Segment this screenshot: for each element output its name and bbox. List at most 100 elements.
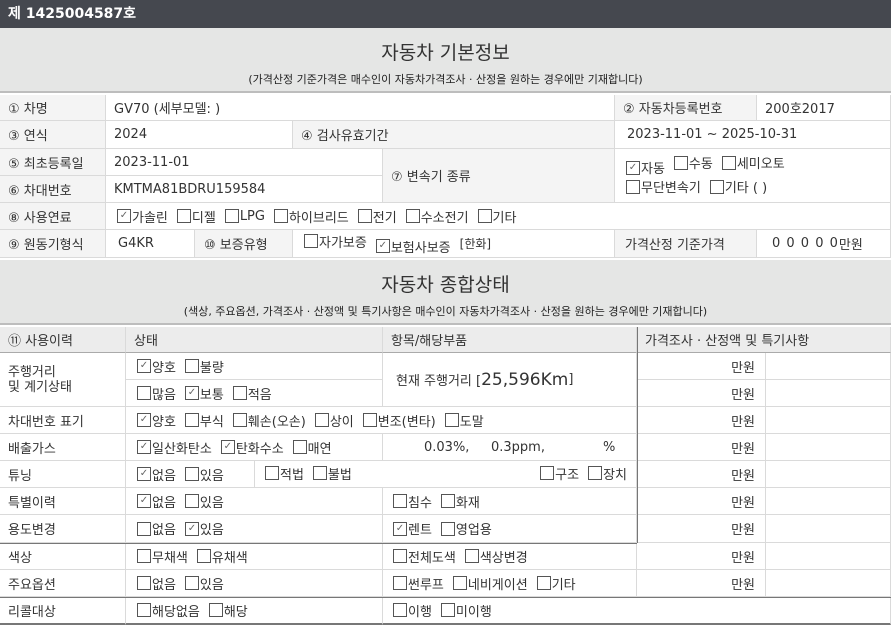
notes-cell[interactable] [766, 515, 891, 543]
checkbox-option[interactable]: ✓ 일산화탄소 [137, 438, 212, 457]
checkbox-icon[interactable] [721, 155, 736, 170]
checkbox-icon[interactable] [232, 413, 247, 427]
checkbox-option[interactable]: 장치 [588, 464, 627, 483]
checkbox-icon[interactable] [709, 179, 724, 194]
checked-checkbox-icon[interactable]: ✓ [137, 359, 151, 373]
checkbox-option[interactable]: 미이행 [440, 601, 492, 620]
checkbox-icon[interactable] [477, 209, 492, 223]
checkbox-option[interactable]: ✓ 보험사보증 [375, 237, 451, 256]
checkbox-icon[interactable] [137, 603, 151, 617]
checked-checkbox-icon[interactable]: ✓ [117, 209, 131, 223]
checkbox-icon[interactable] [405, 209, 420, 223]
checkbox-icon[interactable] [357, 209, 372, 223]
checkbox-option[interactable]: 적음 [232, 384, 272, 403]
checkbox-option[interactable]: 기타 ( ) [709, 177, 767, 196]
notes-cell[interactable] [766, 570, 891, 597]
checked-checkbox-icon[interactable]: ✓ [137, 494, 151, 508]
checkbox-option[interactable]: 상이 [314, 411, 354, 430]
notes-cell[interactable] [766, 543, 891, 570]
checkbox-option[interactable]: 수동 [673, 153, 713, 172]
notes-cell[interactable] [766, 353, 891, 380]
checkbox-option[interactable]: 부식 [184, 411, 224, 430]
notes-cell[interactable] [766, 380, 891, 407]
checkbox-option[interactable]: 매연 [292, 438, 332, 457]
checked-checkbox-icon[interactable]: ✓ [137, 440, 151, 454]
price-amount-cell[interactable]: 만원 [637, 515, 766, 543]
checked-checkbox-icon[interactable]: ✓ [626, 160, 640, 175]
checkbox-option[interactable]: 불법 [312, 464, 352, 483]
checkbox-icon[interactable] [176, 209, 191, 223]
checkbox-option[interactable]: 구조 [540, 464, 579, 483]
price-amount-cell[interactable]: 만원 [637, 353, 766, 380]
checkbox-icon[interactable] [440, 494, 455, 508]
checked-checkbox-icon[interactable]: ✓ [137, 467, 151, 481]
checkbox-option[interactable]: 없음 [137, 574, 176, 593]
checkbox-option[interactable]: 침수 [393, 492, 432, 511]
checkbox-option[interactable]: 자가보증 [304, 232, 367, 251]
checkbox-icon[interactable] [588, 466, 603, 481]
checkbox-option[interactable]: ✓ 탄화수소 [220, 438, 284, 457]
checkbox-option[interactable]: ✓ 양호 [137, 357, 176, 376]
checked-checkbox-icon[interactable]: ✓ [137, 413, 151, 427]
checkbox-option[interactable]: ✓ 없음 [137, 465, 176, 484]
checkbox-option[interactable]: 수소전기 [405, 207, 469, 226]
checkbox-icon[interactable] [444, 413, 459, 427]
checkbox-icon[interactable] [184, 413, 199, 427]
checkbox-icon[interactable] [440, 521, 455, 536]
checkbox-option[interactable]: 많음 [137, 384, 176, 403]
checkbox-option[interactable]: 세미오토 [721, 153, 785, 172]
checkbox-icon[interactable] [393, 494, 407, 508]
checkbox-option[interactable]: 있음 [184, 465, 224, 484]
checkbox-option[interactable]: 훼손(오손) [232, 411, 306, 430]
price-amount-cell[interactable]: 만원 [637, 543, 766, 570]
checkbox-icon[interactable] [304, 234, 318, 248]
checkbox-option[interactable]: 기타 [477, 207, 516, 226]
checkbox-icon[interactable] [292, 440, 307, 454]
checkbox-option[interactable]: ✓ 양호 [137, 411, 176, 430]
price-amount-cell[interactable]: 만원 [637, 570, 766, 597]
notes-cell[interactable] [766, 434, 891, 461]
checkbox-option[interactable]: 무채색 [137, 547, 188, 566]
checkbox-option[interactable]: 있음 [184, 492, 224, 511]
checkbox-option[interactable]: ✓ 렌트 [393, 519, 432, 538]
checkbox-option[interactable]: ✓ 없음 [137, 492, 176, 511]
checked-checkbox-icon[interactable]: ✓ [184, 386, 199, 400]
checked-checkbox-icon[interactable]: ✓ [220, 440, 235, 454]
checkbox-option[interactable]: 없음 [137, 519, 176, 538]
checkbox-option[interactable]: ✓ 보통 [184, 384, 224, 403]
checkbox-option[interactable]: 화재 [440, 492, 480, 511]
checked-checkbox-icon[interactable]: ✓ [184, 521, 199, 536]
checkbox-option[interactable]: 변조(변타) [362, 411, 436, 430]
checkbox-option[interactable]: 디젤 [176, 207, 216, 226]
checkbox-icon[interactable] [440, 603, 455, 617]
checkbox-icon[interactable] [314, 413, 329, 427]
price-amount-cell[interactable]: 만원 [637, 434, 766, 461]
checkbox-icon[interactable] [137, 576, 151, 590]
checkbox-option[interactable]: 색상변경 [464, 547, 528, 566]
checkbox-option[interactable]: 기타 [536, 574, 576, 593]
checkbox-icon[interactable] [464, 549, 479, 563]
checkbox-option[interactable]: ✓ 가솔린 [117, 207, 168, 226]
checkbox-option[interactable]: ✓ 있음 [184, 519, 224, 538]
price-amount-cell[interactable]: 만원 [637, 380, 766, 407]
checkbox-icon[interactable] [232, 386, 247, 400]
checkbox-icon[interactable] [184, 576, 199, 590]
checkbox-option[interactable]: 유채색 [196, 547, 248, 566]
checkbox-icon[interactable] [137, 386, 151, 400]
checkbox-icon[interactable] [536, 576, 551, 590]
checked-checkbox-icon[interactable]: ✓ [393, 521, 407, 536]
checkbox-option[interactable]: 무단변속기 [626, 177, 701, 196]
checkbox-icon[interactable] [673, 155, 688, 170]
checkbox-icon[interactable] [273, 209, 288, 223]
checkbox-icon[interactable] [184, 467, 199, 481]
checkbox-icon[interactable] [540, 466, 555, 481]
checkbox-icon[interactable] [393, 549, 407, 563]
checkbox-icon[interactable] [452, 576, 467, 590]
checkbox-option[interactable]: 도말 [444, 411, 484, 430]
checkbox-icon[interactable] [393, 576, 407, 590]
price-amount-cell[interactable]: 만원 [637, 461, 766, 488]
checkbox-option[interactable]: 이행 [393, 601, 432, 620]
checkbox-option[interactable]: 전체도색 [393, 547, 456, 566]
checkbox-icon[interactable] [184, 494, 199, 508]
checkbox-option[interactable]: 네비게이션 [452, 574, 528, 593]
